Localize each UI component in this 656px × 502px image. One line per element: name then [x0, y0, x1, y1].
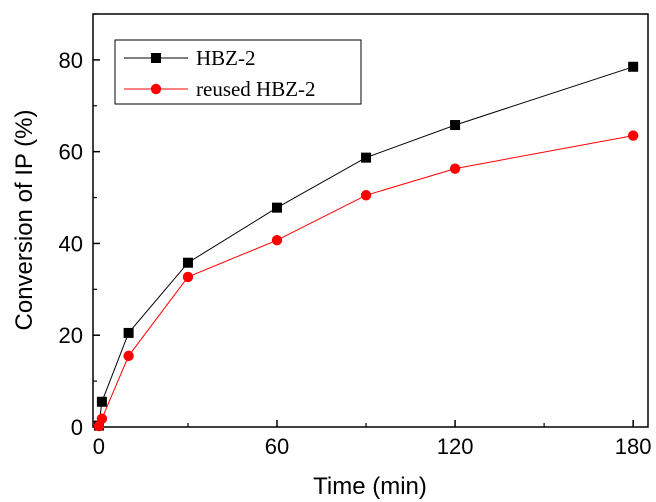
- data-point: [123, 350, 134, 362]
- y-tick-label: 60: [59, 140, 83, 165]
- x-tick-label: 60: [265, 434, 289, 459]
- data-point: [360, 190, 372, 201]
- data-point: [628, 61, 639, 72]
- data-point: [96, 396, 107, 407]
- data-point: [627, 130, 639, 141]
- y-tick-label: 0: [71, 415, 83, 440]
- data-point: [361, 152, 372, 163]
- series-layer: [93, 61, 639, 432]
- legend-label: HBZ-2: [196, 46, 256, 70]
- legend-label: reused HBZ-2: [196, 77, 316, 101]
- series-line-0: [98, 66, 634, 426]
- y-axis-title: Conversion of IP (%): [11, 110, 38, 331]
- data-point: [182, 271, 194, 283]
- data-point: [449, 163, 461, 174]
- x-axis-title: Time (min): [313, 473, 427, 500]
- data-point: [271, 235, 283, 246]
- data-point: [272, 202, 283, 213]
- legend: HBZ-2 reused HBZ-2: [114, 39, 362, 105]
- legend-marker: [150, 83, 162, 95]
- y-tick-label: 20: [59, 323, 83, 348]
- data-point: [450, 120, 461, 131]
- plot-frame: [92, 13, 649, 428]
- x-tick-label: 120: [437, 434, 474, 459]
- series-line-1: [98, 135, 634, 427]
- axis-ticks: 0 60 120 180 0 20 40 60 80: [59, 13, 652, 459]
- y-tick-label: 40: [59, 231, 83, 256]
- data-point: [182, 257, 193, 268]
- legend-marker: [151, 53, 161, 63]
- data-point: [96, 413, 108, 424]
- x-tick-label: 180: [615, 434, 652, 459]
- x-tick-label: 0: [93, 434, 105, 459]
- y-tick-label: 80: [59, 48, 83, 73]
- data-point: [123, 327, 134, 338]
